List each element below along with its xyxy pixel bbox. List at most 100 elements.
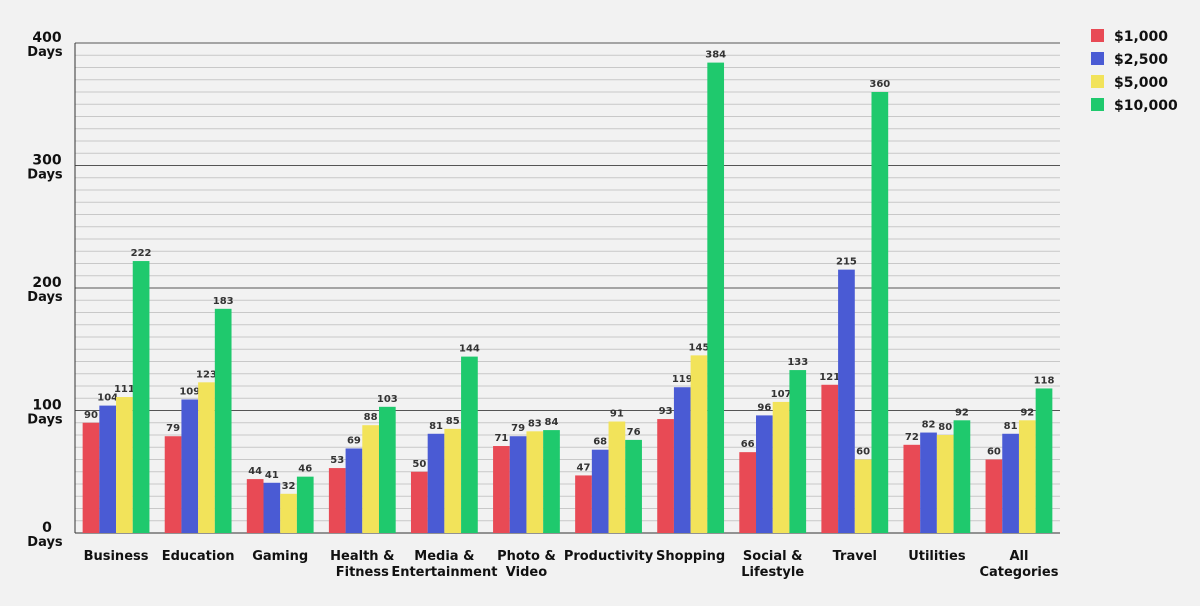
bar-value-label: 90 <box>84 410 98 421</box>
bar <box>608 421 626 533</box>
bar <box>575 475 592 533</box>
bar-value-label: 66 <box>741 439 755 450</box>
bar <box>1018 420 1036 533</box>
bar <box>116 397 133 533</box>
bar <box>953 420 971 533</box>
bar <box>461 356 478 533</box>
bar <box>444 428 462 533</box>
bar-value-label: 60 <box>856 447 870 458</box>
bar-group: 79 109 123 183 <box>164 296 234 533</box>
y-tick-unit: Days <box>27 168 63 183</box>
bar <box>263 482 281 533</box>
y-tick-unit: Days <box>27 413 63 428</box>
bar <box>772 401 790 533</box>
bar-value-label: 68 <box>593 437 607 448</box>
bar-value-label: 41 <box>265 470 279 481</box>
legend-item: $1,000 <box>1091 29 1168 45</box>
bar-value-label: 111 <box>114 384 135 395</box>
bar <box>280 493 297 533</box>
bar-value-label: 96 <box>757 402 771 413</box>
bar <box>543 430 560 533</box>
bar-value-label: 83 <box>528 418 542 429</box>
legend-label: $1,000 <box>1114 29 1168 45</box>
bar <box>985 459 1003 533</box>
legend-label: $10,000 <box>1114 98 1178 114</box>
bar-value-label: 69 <box>347 435 361 446</box>
bar <box>838 269 855 533</box>
bar-value-label: 91 <box>610 409 624 420</box>
x-tick-label: Productivity <box>564 549 654 564</box>
y-tick-label: 200 <box>32 275 61 291</box>
x-tick-label: Health & Fitness <box>330 549 394 580</box>
bar <box>789 370 807 533</box>
x-tick-label: Shopping <box>656 549 725 564</box>
bar-value-label: 107 <box>771 389 792 400</box>
bar <box>493 446 510 533</box>
bar <box>181 399 199 533</box>
bar <box>427 433 445 533</box>
bar-value-label: 123 <box>196 369 217 380</box>
bar-value-label: 118 <box>1034 375 1055 386</box>
bar-value-label: 81 <box>1004 421 1018 432</box>
bar <box>920 432 937 533</box>
bar-group: 93 119 145 384 <box>657 50 726 533</box>
bar-value-label: 92 <box>1020 407 1034 418</box>
legend-swatch <box>1091 98 1104 111</box>
bar <box>214 308 232 533</box>
x-tick-label: Social & Lifestyle <box>741 549 804 580</box>
bar <box>690 355 708 533</box>
bar <box>526 431 544 533</box>
bar-value-label: 183 <box>213 296 234 307</box>
legend-swatch <box>1091 75 1104 88</box>
bar <box>739 452 757 533</box>
x-axis: Business Education Gaming Health & FitnessMe… <box>84 549 1059 580</box>
bar-value-label: 47 <box>577 462 591 473</box>
x-tick-label: All Categories <box>979 549 1058 580</box>
x-tick-label: Travel <box>833 549 877 564</box>
legend-item: $10,000 <box>1091 98 1178 114</box>
grid-lines <box>75 42 1060 522</box>
bar <box>625 439 642 533</box>
x-tick-label: Business <box>84 549 149 564</box>
y-tick-label: 100 <box>32 398 61 414</box>
bar <box>821 384 839 533</box>
bar-value-label: 360 <box>869 79 890 90</box>
bar <box>362 425 379 533</box>
bar-value-label: 79 <box>511 423 525 434</box>
bar-value-label: 76 <box>627 427 641 438</box>
x-tick-label: Media & Entertainment <box>391 549 497 580</box>
bar-value-label: 103 <box>377 394 398 405</box>
bar <box>591 449 609 533</box>
bar-value-label: 121 <box>819 372 840 383</box>
y-tick-label: 400 <box>32 30 61 46</box>
bar-value-label: 53 <box>330 455 344 466</box>
bar-value-label: 79 <box>166 423 180 434</box>
bar-group: 50 81 85 144 <box>410 344 480 533</box>
bar-value-label: 145 <box>689 342 710 353</box>
legend-item: $5,000 <box>1091 75 1168 91</box>
x-tick-label: Utilities <box>908 549 966 564</box>
bar-value-label: 81 <box>429 421 443 432</box>
bar-group: 121 215 60 360 <box>819 79 890 533</box>
bar <box>164 436 182 533</box>
y-tick-unit: Days <box>27 290 63 305</box>
bar <box>854 459 872 533</box>
bar <box>707 62 725 533</box>
bar <box>1002 433 1019 533</box>
bar <box>871 92 889 533</box>
bar <box>198 382 215 533</box>
bar-value-label: 80 <box>938 422 952 433</box>
legend-label: $5,000 <box>1114 75 1168 91</box>
bar <box>509 436 527 533</box>
bar <box>328 468 346 533</box>
bar-value-label: 104 <box>97 393 118 404</box>
x-tick-label: Education <box>162 549 235 564</box>
bar <box>345 448 363 533</box>
